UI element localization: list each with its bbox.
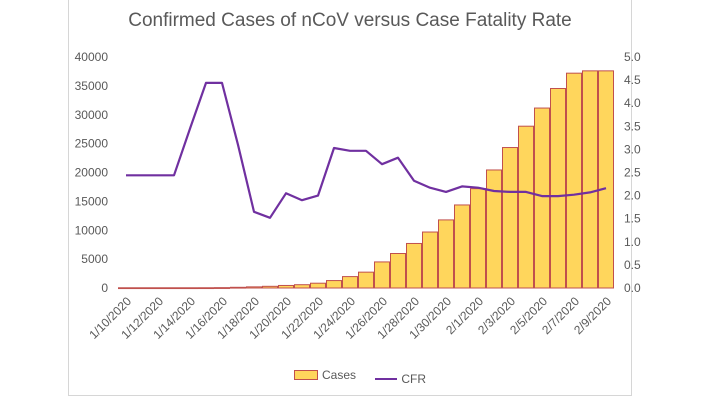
legend-item-cases: Cases xyxy=(293,368,356,382)
y-right-tick-label: 4.5 xyxy=(624,73,641,87)
legend-item-cfr: CFR xyxy=(375,372,426,386)
bar-cases xyxy=(118,287,134,290)
bar-cases xyxy=(406,242,422,289)
bar-cases xyxy=(262,285,278,289)
bar-cases xyxy=(230,286,246,289)
y-right-tick-label: 0.0 xyxy=(624,281,641,295)
bar-cases xyxy=(518,125,534,289)
y-right-tick-label: 3.0 xyxy=(624,142,641,156)
bar-cases xyxy=(358,271,374,289)
y-left-tick-label: 25000 xyxy=(75,137,109,151)
bar-cases xyxy=(278,284,294,289)
legend-swatch-cfr xyxy=(375,378,398,380)
y-right-tick-label: 1.0 xyxy=(624,235,641,249)
bar-cases xyxy=(150,287,166,290)
bar-cases xyxy=(502,147,518,289)
bar-cases xyxy=(246,286,262,289)
bar-cases xyxy=(182,287,198,290)
bar-cases xyxy=(454,204,470,289)
y-left-tick-label: 10000 xyxy=(75,223,109,237)
bar-cases xyxy=(214,287,230,289)
chart-title: Confirmed Cases of nCoV versus Case Fata… xyxy=(128,10,572,31)
y-left-tick-label: 20000 xyxy=(75,166,109,180)
y-right-tick-label: 2.0 xyxy=(624,189,641,203)
y-left-tick-label: 40000 xyxy=(75,50,109,64)
bar-cases xyxy=(470,188,486,289)
y-right-tick-label: 2.5 xyxy=(624,166,641,180)
bar-cases xyxy=(550,87,566,289)
legend-label-cases: Cases xyxy=(321,368,356,382)
y-right-tick-label: 0.5 xyxy=(624,258,641,272)
y-left-tick-label: 5000 xyxy=(81,252,108,266)
y-left-tick-label: 30000 xyxy=(75,108,109,122)
y-right-tick-label: 4.0 xyxy=(624,96,641,110)
bar-cases xyxy=(134,287,150,290)
y-right-tick-label: 5.0 xyxy=(624,50,641,64)
y-right-tick-label: 3.5 xyxy=(624,119,641,133)
chart-legend: Cases CFR xyxy=(0,368,720,386)
y-right-tick-label: 1.5 xyxy=(624,212,641,226)
bar-cases xyxy=(390,253,406,289)
bar-cases xyxy=(166,287,182,290)
y-left-tick-label: 0 xyxy=(101,281,108,295)
bar-cases xyxy=(310,282,326,289)
bar-cases xyxy=(566,72,582,289)
line-cfr xyxy=(126,81,607,219)
bar-cases xyxy=(326,280,342,289)
bar-cases xyxy=(582,70,598,289)
bar-cases xyxy=(438,219,454,289)
y-left-tick-label: 35000 xyxy=(75,79,109,93)
bar-cases xyxy=(422,231,438,289)
bar-cases xyxy=(198,287,214,290)
bar-cases xyxy=(534,107,550,289)
bar-cases xyxy=(486,169,502,289)
y-left-tick-label: 15000 xyxy=(75,194,109,208)
bar-cases xyxy=(374,261,390,289)
bar-cases xyxy=(342,276,358,289)
bar-cases xyxy=(598,70,614,289)
bar-cases xyxy=(294,284,310,289)
legend-label-cfr: CFR xyxy=(401,372,427,386)
legend-swatch-cases xyxy=(293,370,318,380)
